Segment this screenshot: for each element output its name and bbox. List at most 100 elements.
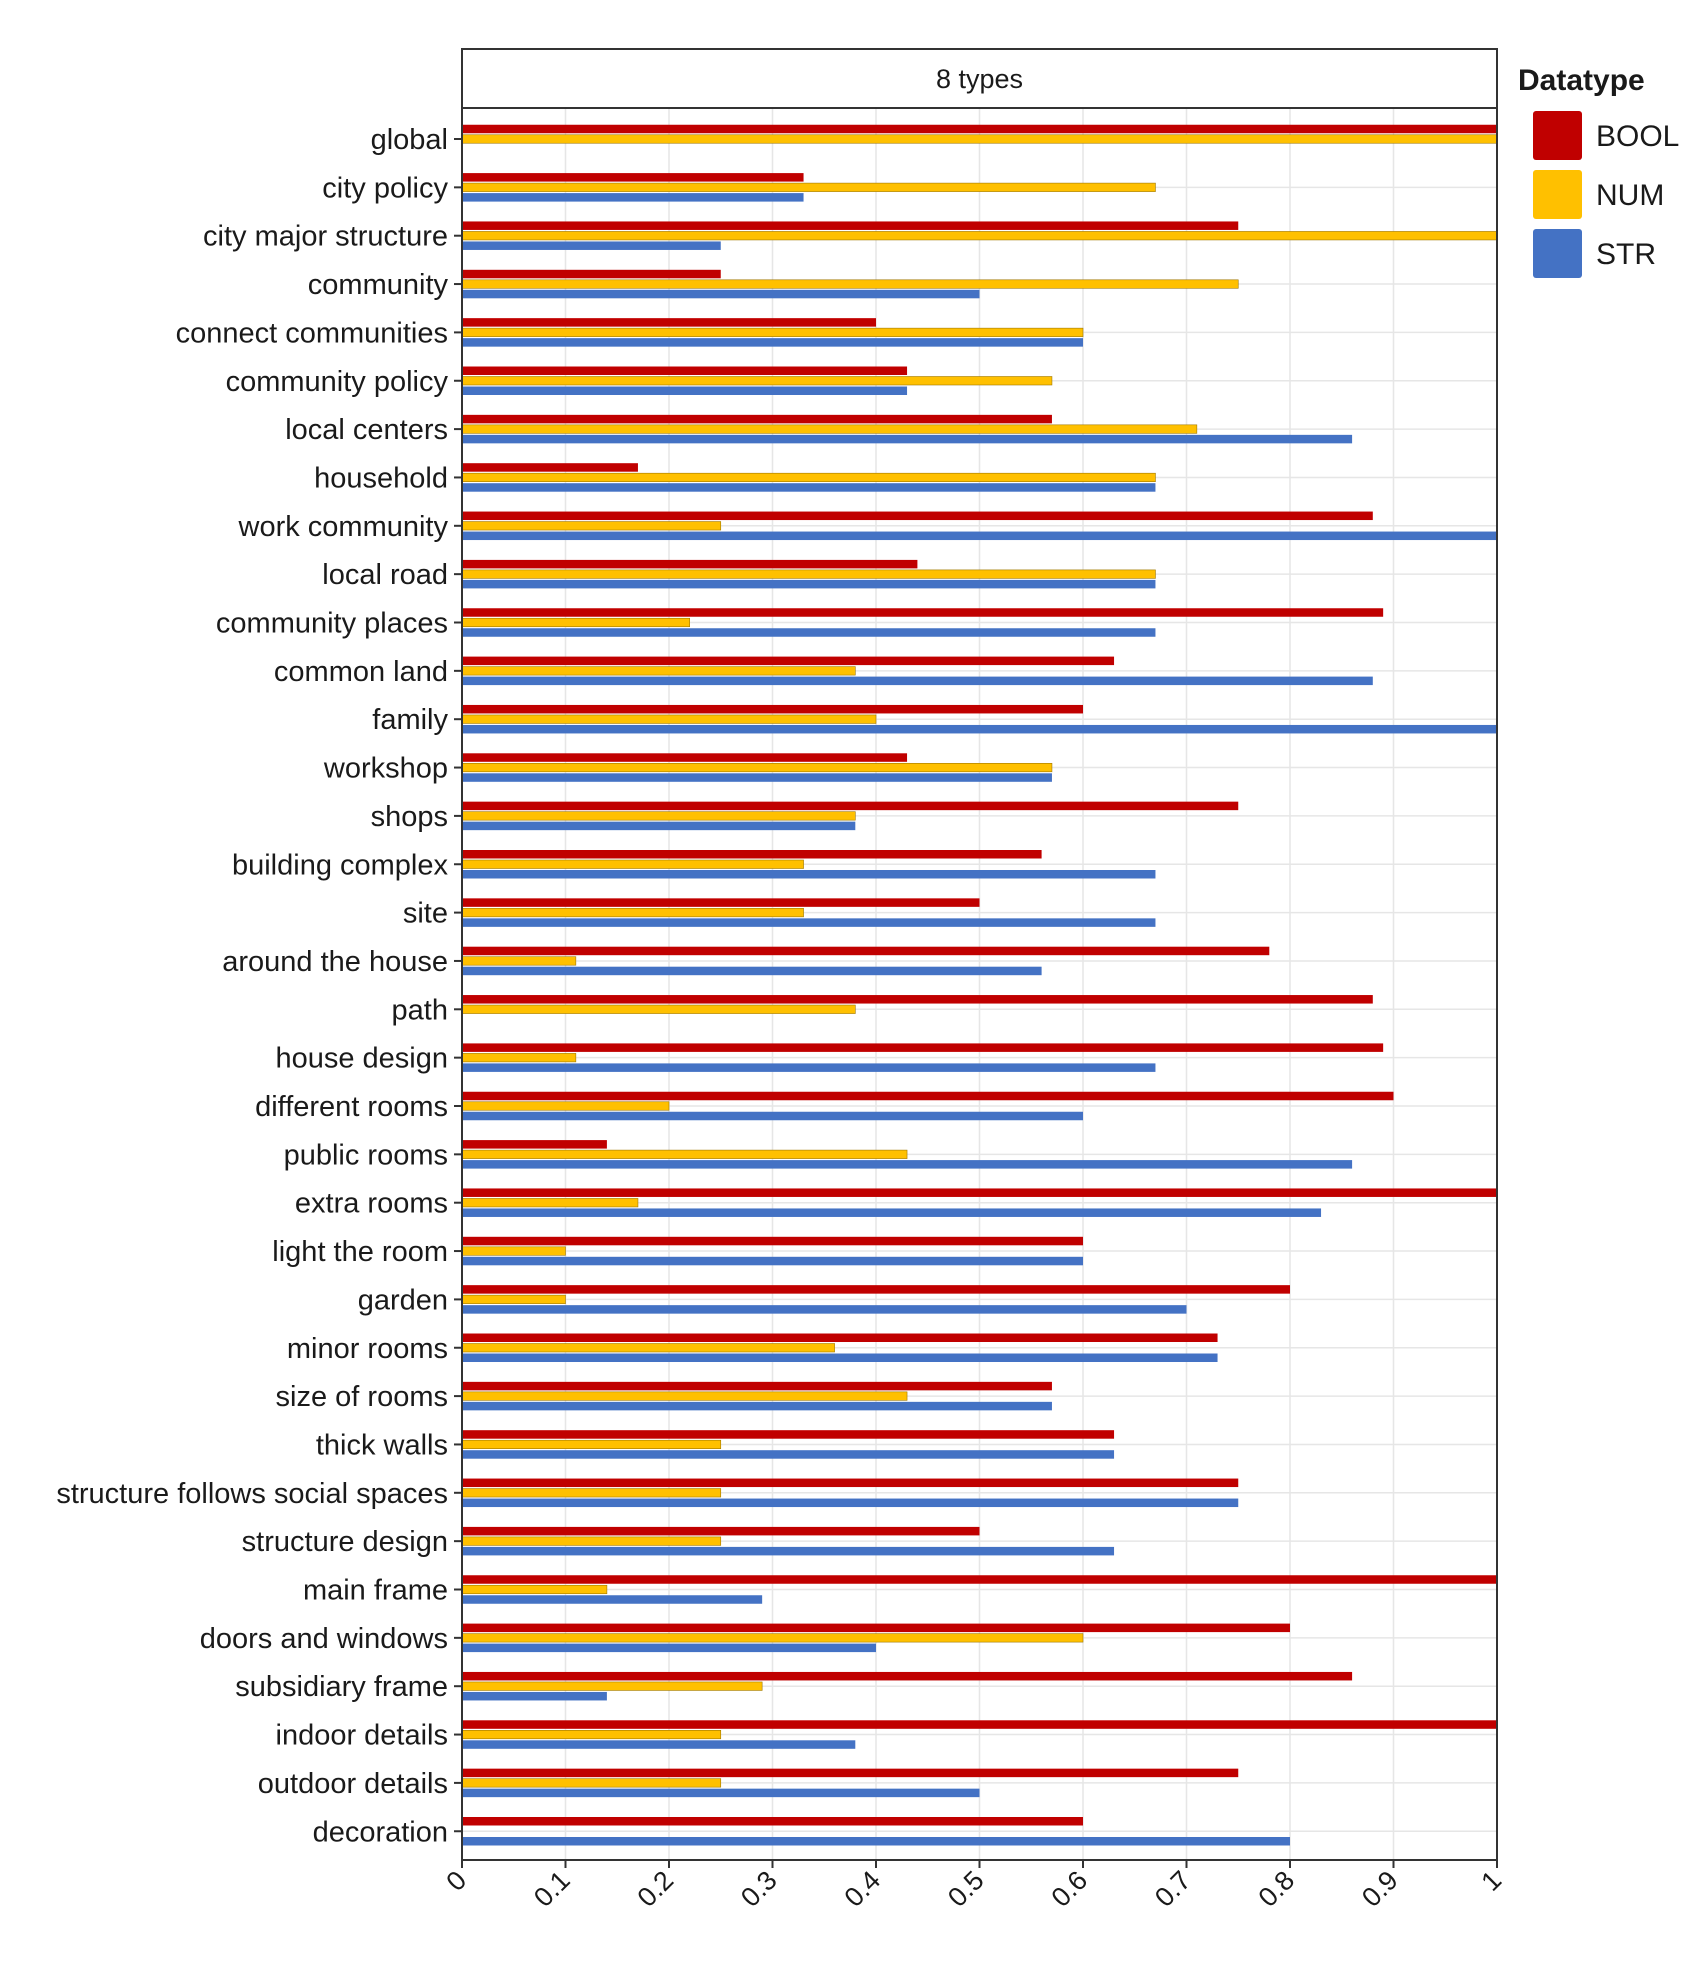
category-label: family — [372, 704, 448, 736]
x-tick-label: 0.6 — [1045, 1865, 1093, 1913]
bar-str — [462, 1740, 856, 1749]
category-label: shops — [371, 801, 448, 833]
bar-bool — [462, 946, 1270, 956]
bar-str — [462, 966, 1042, 976]
bar-bool — [462, 1236, 1083, 1246]
bar-num — [461, 1488, 722, 1498]
bar-bool — [462, 221, 1239, 230]
bar-bool — [462, 1091, 1394, 1101]
bar-str — [462, 1256, 1083, 1266]
bar-num — [461, 762, 1053, 773]
category-label: public rooms — [284, 1139, 448, 1171]
bar-num — [461, 1198, 639, 1208]
category-label: city policy — [322, 172, 448, 204]
bar-str — [462, 1595, 763, 1604]
legend-swatch-str — [1533, 229, 1582, 278]
x-tick-label: 1 — [1475, 1865, 1507, 1897]
category-label: doors and windows — [200, 1623, 448, 1655]
strip-box — [461, 48, 1498, 109]
bar-num — [461, 424, 1198, 434]
bar-str — [462, 338, 1083, 347]
bar-num — [461, 231, 1498, 241]
bar-str — [462, 1643, 876, 1653]
bar-str — [462, 918, 1156, 927]
bar-num — [461, 1101, 670, 1111]
category-label: building complex — [232, 849, 449, 881]
category-label: community — [308, 269, 449, 301]
category-label: light the room — [272, 1236, 448, 1268]
category-label: decoration — [313, 1816, 448, 1848]
bar-str — [462, 193, 804, 202]
bar-bool — [462, 511, 1373, 521]
bar-num — [461, 956, 577, 966]
category-label: size of rooms — [276, 1381, 448, 1413]
bar-num — [461, 1681, 763, 1691]
category-label: household — [314, 462, 448, 494]
category-label: extra rooms — [295, 1188, 448, 1220]
bar-str — [462, 483, 1156, 492]
category-label: community policy — [226, 366, 449, 398]
bar-str — [462, 386, 908, 395]
bar-str — [462, 1111, 1083, 1121]
category-label: common land — [274, 656, 448, 688]
bar-bool — [462, 1188, 1497, 1197]
bar-bool — [462, 753, 908, 762]
bar-str — [462, 1063, 1156, 1072]
bar-str — [462, 1546, 1115, 1556]
bar-bool — [462, 898, 980, 907]
x-tick-label: 0.8 — [1252, 1865, 1300, 1913]
bars — [461, 124, 1498, 1846]
category-label: path — [392, 994, 448, 1026]
category-label: structure follows social spaces — [56, 1478, 448, 1510]
bar-num — [461, 1391, 908, 1401]
x-tick-label: 0.7 — [1149, 1865, 1197, 1913]
bar-bool — [462, 463, 638, 472]
bar-str — [462, 628, 1156, 637]
category-label: garden — [358, 1284, 448, 1316]
category-label: around the house — [222, 946, 448, 978]
bar-num — [461, 569, 1156, 579]
category-label: outdoor details — [258, 1768, 448, 1800]
bar-str — [462, 1498, 1239, 1508]
bar-num — [461, 811, 856, 821]
bar-str — [462, 821, 856, 831]
category-label: local centers — [285, 414, 448, 446]
category-label: workshop — [323, 753, 448, 785]
bar-num — [461, 182, 1156, 192]
legend-swatch-num — [1533, 170, 1582, 219]
bar-str — [462, 1691, 607, 1701]
bar-str — [462, 773, 1052, 782]
category-label: local road — [322, 559, 448, 591]
bar-bool — [462, 318, 876, 327]
category-label: global — [371, 124, 448, 156]
bar-str — [462, 724, 1497, 734]
category-label: thick walls — [316, 1429, 448, 1461]
bar-num — [461, 1536, 722, 1546]
bar-bool — [462, 414, 1052, 424]
bar-str — [462, 870, 1156, 879]
bar-str — [462, 289, 980, 299]
bar-num — [461, 1343, 835, 1353]
bar-bool — [462, 656, 1115, 666]
x-tick-label: 0.5 — [942, 1865, 990, 1913]
bar-bool — [462, 704, 1083, 714]
bar-str — [462, 1837, 1290, 1846]
bar-num — [461, 1584, 608, 1595]
bar-bool — [462, 1575, 1497, 1584]
bar-bool — [462, 269, 721, 279]
bar-bool — [462, 1623, 1290, 1633]
x-tick-label: 0 — [440, 1865, 472, 1897]
bar-bool — [462, 1140, 607, 1149]
category-label: site — [403, 898, 448, 930]
x-tick-label: 0.9 — [1356, 1865, 1404, 1913]
bar-str — [462, 1208, 1322, 1217]
bar-num — [461, 1633, 1084, 1643]
bar-bool — [462, 1381, 1052, 1391]
legend-swatch-bool — [1533, 111, 1582, 160]
bar-bool — [462, 1333, 1218, 1342]
category-label: house design — [275, 1043, 448, 1075]
bar-num — [461, 376, 1053, 386]
category-label: minor rooms — [287, 1333, 448, 1365]
bar-num — [461, 1246, 566, 1256]
